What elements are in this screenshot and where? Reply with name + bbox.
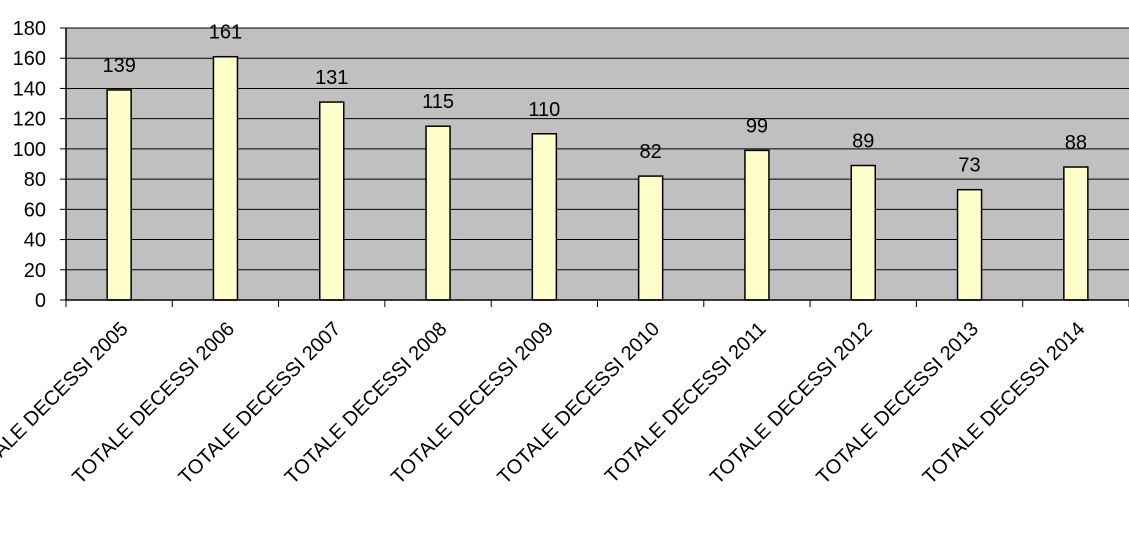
bar-8 [956, 188, 983, 301]
plot-area [66, 28, 1129, 300]
y-tick-label-4: 80 [24, 169, 46, 191]
bar-1 [212, 55, 239, 301]
bar-6 [744, 149, 770, 301]
data-label-3: 115 [422, 91, 454, 113]
y-ticks: 0 20 40 60 80 100 120 140 160 180 [13, 18, 66, 312]
data-label-2: 131 [315, 67, 348, 89]
data-label-9: 88 [1065, 132, 1087, 154]
data-label-7: 89 [852, 131, 874, 153]
y-tick-label-8: 160 [13, 48, 46, 70]
bar-3 [425, 125, 451, 301]
data-labels: 139 161 131 115 110 82 99 89 73 88 [102, 22, 1087, 177]
bar-5 [637, 175, 664, 301]
y-tick-label-9: 180 [13, 18, 46, 40]
x-ticks [65, 300, 1129, 307]
bar-4 [531, 133, 558, 301]
bar-7 [850, 164, 876, 301]
bars [106, 55, 1089, 301]
y-tick-label-3: 60 [24, 199, 46, 221]
y-tick-label-5: 100 [13, 139, 46, 161]
y-tick-label-0: 0 [35, 290, 46, 312]
x-tick-label-0: TOTALE DECESSI 2005 [0, 318, 133, 489]
gridlines [66, 27, 1129, 271]
data-label-5: 82 [640, 141, 662, 163]
data-label-8: 73 [958, 155, 980, 177]
y-tick-label-6: 120 [13, 109, 46, 131]
bar-2 [319, 101, 345, 301]
y-tick-label-2: 40 [24, 230, 46, 252]
bar-9 [1063, 166, 1089, 301]
data-label-1: 161 [209, 22, 242, 44]
data-label-0: 139 [102, 55, 135, 77]
data-label-6: 99 [746, 115, 768, 137]
data-label-4: 110 [528, 99, 560, 121]
y-tick-label-1: 20 [24, 260, 46, 282]
y-tick-label-7: 140 [13, 78, 46, 100]
bar-0 [106, 89, 132, 301]
